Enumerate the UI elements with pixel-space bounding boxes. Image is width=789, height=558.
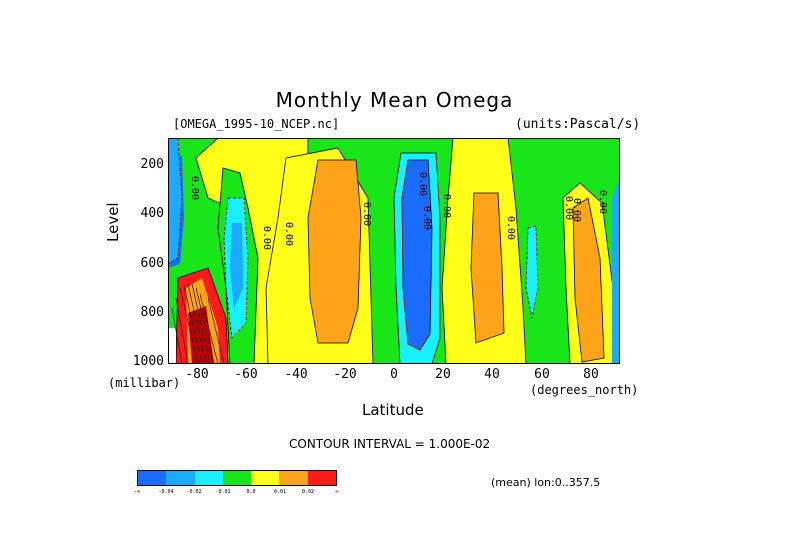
colorbar-label: 0.01 <box>273 489 287 495</box>
colorbar-swatch <box>194 471 223 485</box>
colorbar-label: -0.04 <box>158 489 174 495</box>
x-tick-label: 0 <box>390 367 398 382</box>
x-tick-label: -20 <box>333 367 357 382</box>
chart-title: Monthly Mean Omega <box>275 88 514 112</box>
x-tick-label: -80 <box>185 367 209 382</box>
region-cyan-pole <box>168 138 183 265</box>
y-tick-label: 200 <box>140 157 164 172</box>
contour-label: 0.00 <box>261 226 272 250</box>
contour-label: 0.00 <box>361 202 372 226</box>
contour-label: 0.00 <box>571 198 582 222</box>
colorbar-label: 0.02 <box>301 489 315 495</box>
contour-label: 0.00 <box>417 172 428 196</box>
x-tick-label: 40 <box>484 367 500 382</box>
x-tick-label: -40 <box>284 367 308 382</box>
contour-labels: 0.00 0.00 0.00 0.00 0.00 0.00 0.00 0.00 … <box>189 172 608 250</box>
y-tick-label: 600 <box>140 256 164 271</box>
plot-frame <box>168 138 620 364</box>
dataset-name: [OMEGA_1995-10_NCEP.nc] <box>173 117 340 131</box>
omega-contour-plot: 0.00 0.00 0.00 0.00 0.00 0.00 0.00 0.00 … <box>168 138 620 364</box>
y-axis-label: Level <box>104 202 122 242</box>
x-tick-label: 20 <box>435 367 451 382</box>
colorbar-swatch <box>138 471 167 485</box>
contour-interval: CONTOUR INTERVAL = 1.000E-02 <box>289 437 491 451</box>
missing-data-area <box>168 328 176 364</box>
region-blue-sh <box>230 223 243 308</box>
contour-label: 0.00 <box>441 194 452 218</box>
colorbar-swatch <box>166 471 195 485</box>
contour-label: 0.00 <box>283 222 294 246</box>
contour-label: 0.00 <box>421 206 432 230</box>
region-blue-eq <box>401 159 433 351</box>
colorbar <box>137 470 337 486</box>
x-tick-label: 80 <box>583 367 599 382</box>
y-axis-unit: (millibar) <box>108 376 181 390</box>
colorbar-label: 0.0 <box>246 489 256 495</box>
y-tick-label: 400 <box>140 206 164 221</box>
units-label: (units:Pascal/s) <box>515 117 641 132</box>
region-cyan-np <box>525 225 539 319</box>
colorbar-label: -0.02 <box>186 489 202 495</box>
region-orange-mid <box>307 159 362 344</box>
dense-contour-lines <box>171 283 225 364</box>
x-tick-label: 60 <box>534 367 550 382</box>
mean-longitude-note: (mean) lon:0..357.5 <box>491 476 601 489</box>
x-tick-label: -60 <box>234 367 258 382</box>
colorbar-swatch <box>222 471 252 485</box>
contour-label: 0.00 <box>563 196 574 220</box>
region-orange-nh <box>470 192 505 344</box>
colorbar-swatch <box>279 471 308 485</box>
x-axis-unit: (degrees_north) <box>530 383 639 397</box>
colorbar-label: ∞ <box>335 489 339 495</box>
contour-label: 0.00 <box>189 176 200 200</box>
y-tick-label: 1000 <box>132 354 164 369</box>
contour-label: 0.00 <box>505 216 516 240</box>
x-axis-label: Latitude <box>362 401 424 419</box>
y-tick-label: 800 <box>140 305 164 320</box>
colorbar-label: -0.01 <box>215 489 231 495</box>
contour-label: 0.00 <box>597 190 608 214</box>
region-blue-np-edge <box>612 178 620 364</box>
colorbar-label: -∞ <box>133 489 141 495</box>
colorbar-swatch <box>307 471 336 485</box>
region-orange-np <box>572 197 605 363</box>
colorbar-swatch <box>251 471 280 485</box>
